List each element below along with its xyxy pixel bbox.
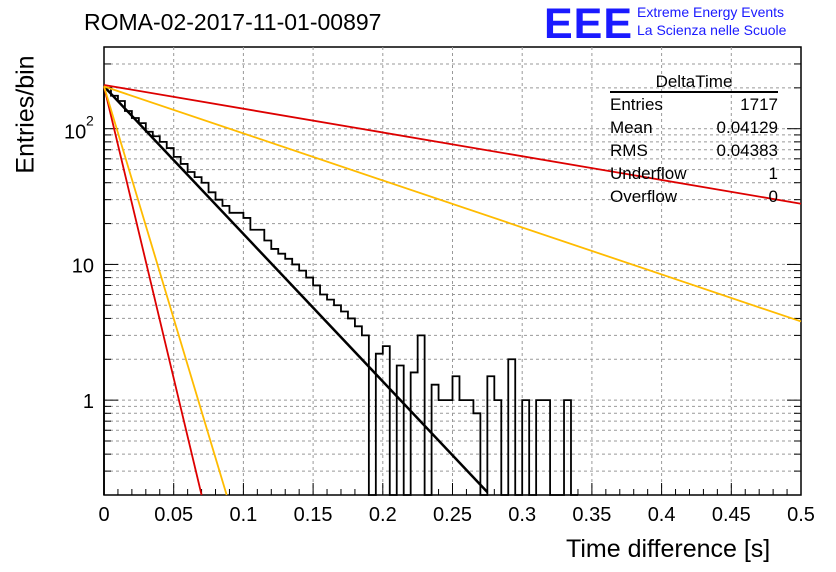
y-tick-exponent: 2 xyxy=(86,113,94,129)
fit-line xyxy=(103,84,802,205)
x-tick-label: 0 xyxy=(98,504,109,526)
stats-row: Underflow 1 xyxy=(610,162,778,185)
chart-title: ROMA-02-2017-11-01-00897 xyxy=(84,9,382,35)
fit-line xyxy=(103,86,203,496)
x-tick-label: 0.2 xyxy=(369,504,397,526)
x-tick-label: 0.45 xyxy=(712,504,751,526)
stats-box: DeltaTime Entries 1717 Mean 0.04129 RMS 0.043… xyxy=(610,72,778,208)
logo-line-1: Extreme Energy Events xyxy=(637,4,785,20)
x-tick-label: 0.15 xyxy=(294,504,333,526)
eee-logo: EEE xyxy=(544,0,634,48)
stats-value: 0 xyxy=(768,187,778,206)
stats-row: Overflow 0 xyxy=(610,185,778,208)
y-tick-label: 1 xyxy=(83,391,94,413)
stats-label: Mean xyxy=(610,118,653,137)
stats-label: Entries xyxy=(610,95,663,114)
stats-value: 0.04129 xyxy=(716,118,778,137)
stats-value: 1717 xyxy=(740,95,778,114)
histogram-series xyxy=(103,86,578,496)
x-tick-label: 0.1 xyxy=(229,504,257,526)
x-tick-label: 0.5 xyxy=(787,504,815,526)
fit-line xyxy=(103,85,489,493)
x-tick-label: 0.25 xyxy=(433,504,472,526)
stats-value: 1 xyxy=(768,164,778,183)
x-tick-label: 0.4 xyxy=(648,504,676,526)
logo-line-2: La Scienza nelle Scuole xyxy=(637,22,787,38)
y-tick-label: 10 xyxy=(64,122,86,144)
stats-value: 0.04383 xyxy=(716,141,778,160)
x-tick-label: 0.35 xyxy=(572,504,611,526)
x-tick-label: 0.05 xyxy=(154,504,193,526)
x-tick-label: 0.3 xyxy=(508,504,536,526)
x-axis-title: Time difference [s] xyxy=(566,535,771,563)
fit-line xyxy=(103,85,802,323)
stats-row: RMS 0.04383 xyxy=(610,139,778,162)
stats-title: DeltaTime xyxy=(610,72,778,93)
stats-row: Mean 0.04129 xyxy=(610,116,778,139)
y-axis-title: Entries/bin xyxy=(11,55,40,174)
stats-label: Underflow xyxy=(610,164,687,183)
fit-line xyxy=(103,86,228,496)
y-tick-label: 10 xyxy=(72,255,94,277)
stats-label: RMS xyxy=(610,141,648,160)
stats-label: Overflow xyxy=(610,187,678,206)
stats-row: Entries 1717 xyxy=(610,93,778,116)
